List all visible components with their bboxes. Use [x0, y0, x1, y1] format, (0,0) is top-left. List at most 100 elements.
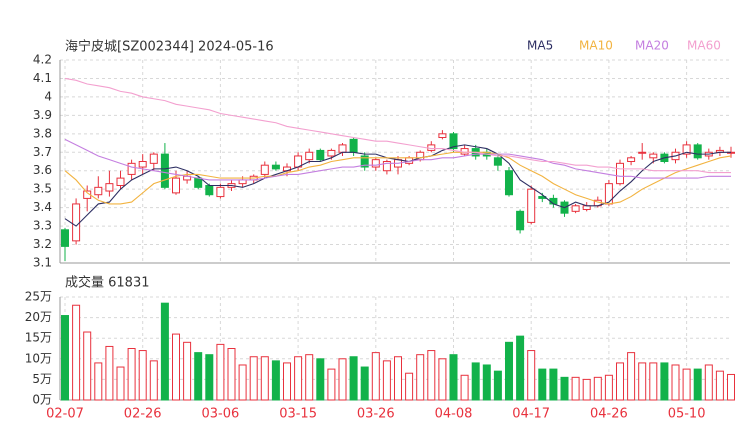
volume-bar	[693, 368, 702, 401]
volume-bar	[183, 341, 192, 401]
candle-body	[371, 159, 380, 168]
y-tick-label: 3.7	[33, 145, 52, 159]
volume-bar	[94, 362, 103, 401]
y-tick-label: 3.1	[33, 256, 52, 270]
candle-body	[449, 133, 458, 150]
candle-body	[360, 155, 369, 168]
volume-bar	[105, 345, 114, 401]
candle-body	[160, 153, 169, 188]
volume-bar	[138, 350, 147, 401]
volume-bar	[471, 362, 480, 401]
volume-bar	[149, 360, 158, 401]
y-tick-label: 0万	[32, 393, 52, 407]
candle-body	[438, 133, 447, 139]
volume-bar	[704, 364, 713, 401]
candle-body	[571, 205, 580, 212]
volume-bar	[638, 362, 647, 401]
x-tick-label: 02-26	[124, 407, 162, 422]
volume-bar	[582, 378, 591, 401]
volume-bar	[671, 364, 680, 401]
y-tick-label: 10万	[25, 351, 52, 365]
candle-body	[61, 229, 69, 247]
volume-bar	[283, 362, 291, 401]
ma-line	[64, 77, 731, 174]
volume-bar	[427, 350, 436, 401]
y-tick-label: 4.1	[33, 71, 52, 85]
candle-body	[94, 186, 103, 196]
y-tick-label: 25万	[25, 290, 52, 304]
volume-bar	[604, 374, 613, 401]
legend-label: MA60	[687, 39, 721, 53]
volume-bar	[505, 341, 513, 401]
candle-body	[72, 203, 81, 242]
volume-bar	[327, 368, 336, 401]
volume-bar	[238, 364, 247, 401]
candle-body	[638, 151, 647, 154]
y-tick-label: 3.9	[33, 108, 52, 122]
volume-bar	[460, 374, 469, 401]
volume-bar	[305, 354, 314, 401]
candle-body	[316, 149, 325, 161]
volume-bar	[527, 350, 536, 401]
volume-bar	[249, 356, 258, 401]
candle-body	[649, 153, 658, 159]
candle-body	[616, 162, 624, 185]
chart-title: 海宁皮城[SZ002344] 2024-05-16	[65, 39, 274, 55]
volume-bar	[416, 354, 425, 401]
volume-bar	[160, 302, 169, 401]
candle-body	[172, 177, 180, 194]
candle-body	[194, 177, 203, 188]
y-tick-label: 3.8	[33, 126, 52, 140]
x-tick-label: 04-08	[435, 407, 473, 422]
volume-bar	[216, 343, 225, 401]
candle-body	[338, 144, 347, 153]
volume-bar	[61, 315, 69, 401]
candle-body	[582, 205, 591, 210]
ma-line	[64, 138, 731, 181]
volume-bar	[83, 331, 92, 401]
y-tick-label: 20万	[25, 310, 52, 324]
x-tick-label: 03-06	[202, 407, 240, 422]
volume-bar	[593, 376, 602, 401]
volume-bar	[72, 304, 81, 401]
volume-bar	[449, 354, 458, 401]
x-tick-label: 03-15	[279, 407, 317, 422]
volume-bar	[660, 362, 669, 401]
y-tick-label: 4	[44, 89, 52, 103]
candle-body	[205, 184, 214, 196]
volume-bar	[227, 348, 236, 401]
volume-bar	[560, 376, 569, 401]
volume-title: 成交量 61831	[65, 275, 150, 291]
volume-bar	[538, 368, 547, 401]
volume-bar	[349, 356, 358, 401]
volume-bar	[405, 372, 414, 401]
volume-bar	[516, 335, 525, 401]
volume-bar	[715, 370, 724, 401]
candle-body	[238, 179, 247, 185]
volume-bar	[382, 360, 391, 401]
y-tick-label: 15万	[25, 331, 52, 345]
ma-line	[64, 151, 732, 205]
candle-body	[505, 170, 513, 196]
x-tick-label: 02-07	[46, 407, 84, 422]
legend-label: MA5	[527, 39, 553, 53]
candle-body	[127, 162, 136, 175]
candle-body	[627, 157, 636, 163]
y-tick-label: 3.3	[33, 219, 52, 233]
legend-label: MA10	[579, 39, 613, 53]
candle-body	[527, 188, 536, 223]
candle-body	[349, 138, 358, 153]
candle-body	[682, 144, 691, 155]
candle-body	[260, 164, 269, 175]
candle-body	[604, 183, 613, 205]
y-tick-label: 3.6	[33, 163, 52, 177]
x-tick-label: 04-17	[512, 407, 550, 422]
volume-bar	[116, 366, 125, 401]
volume-bar	[482, 364, 491, 401]
volume-bar	[172, 333, 180, 401]
volume-bar	[338, 358, 347, 401]
volume-bar	[438, 358, 447, 401]
volume-bar	[571, 376, 580, 401]
candle-body	[149, 153, 158, 164]
